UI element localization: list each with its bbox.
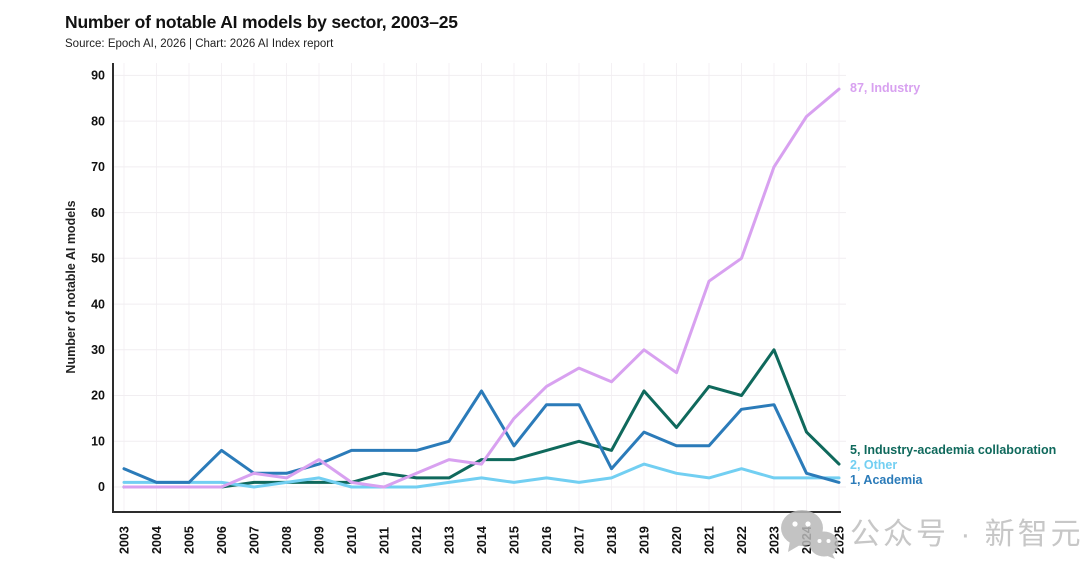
- x-tick-label: 2020: [670, 526, 684, 554]
- x-tick-label: 2018: [605, 526, 619, 554]
- series-line-industry: [122, 87, 841, 489]
- x-tick-label: 2010: [345, 526, 359, 554]
- y-tick-label: 90: [91, 69, 105, 83]
- x-tick-label: 2004: [150, 526, 164, 554]
- x-tick-label: 2013: [443, 526, 457, 554]
- x-tick-label: 2025: [833, 526, 847, 554]
- x-tick-label: 2017: [573, 526, 587, 554]
- series-line-academia: [122, 389, 841, 484]
- series-line-industry-academia-collaboration: [122, 348, 841, 489]
- y-tick-label: 60: [91, 206, 105, 220]
- x-tick-label: 2024: [800, 526, 814, 554]
- x-tick-label: 2022: [735, 526, 749, 554]
- y-tick-label: 10: [91, 435, 105, 449]
- y-tick-label: 40: [91, 297, 105, 311]
- x-tick-label: 2008: [280, 526, 294, 554]
- series-end-label-academia: 1, Academia: [850, 473, 924, 487]
- series-end-label-industry: 87, Industry: [850, 81, 920, 95]
- y-tick-label: 20: [91, 389, 105, 403]
- x-tick-label: 2009: [313, 526, 327, 554]
- chart-title: Number of notable AI models by sector, 2…: [65, 12, 458, 32]
- x-tick-label: 2012: [410, 526, 424, 554]
- y-tick-label: 70: [91, 160, 105, 174]
- series-line-other: [122, 462, 841, 489]
- x-tick-label: 2006: [215, 526, 229, 554]
- y-tick-label: 30: [91, 343, 105, 357]
- x-tick-label: 2007: [248, 526, 262, 554]
- y-tick-label: 80: [91, 114, 105, 128]
- x-tick-label: 2003: [118, 526, 132, 554]
- x-tick-label: 2011: [378, 527, 392, 554]
- x-tick-label: 2021: [703, 526, 717, 554]
- x-tick-label: 2016: [540, 526, 554, 554]
- series-end-label-industry-academia-collaboration: 5, Industry-academia collaboration: [850, 443, 1056, 457]
- x-tick-label: 2019: [638, 526, 652, 554]
- y-tick-label: 0: [98, 480, 105, 494]
- y-axis-title: Number of notable AI models: [64, 200, 78, 373]
- x-tick-label: 2015: [508, 526, 522, 554]
- chart-header: Number of notable AI models by sector, 2…: [65, 12, 458, 50]
- x-tick-label: 2023: [768, 526, 782, 554]
- y-tick-label: 50: [91, 252, 105, 266]
- series-end-label-other: 2, Other: [850, 458, 897, 472]
- x-tick-label: 2014: [475, 526, 489, 554]
- x-tick-label: 2005: [183, 526, 197, 554]
- chart-source: Source: Epoch AI, 2026 | Chart: 2026 AI …: [65, 38, 334, 50]
